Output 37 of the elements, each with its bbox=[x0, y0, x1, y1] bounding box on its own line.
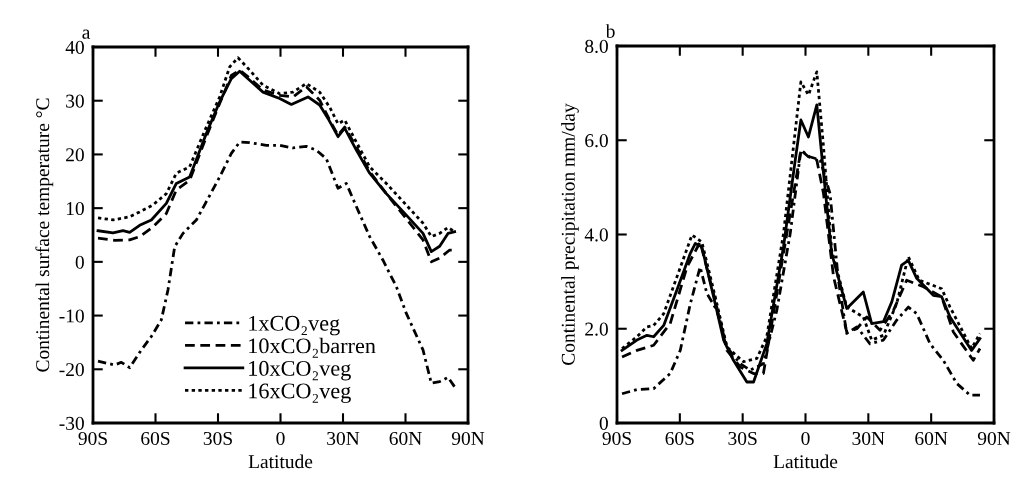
x-tick-label: 90N bbox=[977, 431, 1011, 446]
y-tick-label: 10 bbox=[66, 201, 84, 216]
x-tick-label: 30S bbox=[728, 431, 757, 446]
x-axis-title: Latitude bbox=[248, 454, 313, 469]
x-tick-label: 90N bbox=[451, 431, 485, 446]
y-tick-label: 40 bbox=[65, 40, 84, 54]
y-tick-label: 6.0 bbox=[585, 134, 608, 148]
x-tick-label: 60N bbox=[389, 431, 422, 446]
y-axis-title: Continental precipitation mm/day bbox=[561, 103, 579, 365]
y-tick-label: 30 bbox=[66, 94, 84, 108]
y-tick-label: -20 bbox=[59, 363, 84, 377]
x-tick-label: 60S bbox=[141, 431, 170, 446]
y-tick-label: 20 bbox=[66, 148, 84, 162]
y-tick-label: 0 bbox=[75, 255, 84, 269]
y-tick-label: 0 bbox=[599, 416, 608, 430]
x-tick-label: 60S bbox=[665, 431, 694, 446]
x-tick-label: 90S bbox=[78, 431, 107, 446]
y-tick-label: -10 bbox=[59, 309, 84, 323]
y-tick-label: 4.0 bbox=[584, 228, 608, 242]
chart-title: b bbox=[605, 24, 615, 38]
x-tick-label: 90S bbox=[602, 431, 631, 446]
x-tick-label: 0 bbox=[801, 431, 810, 446]
legend-label: 10xCO₂veg bbox=[249, 360, 351, 381]
x-axis-title: Latitude bbox=[773, 454, 838, 469]
y-tick-label: -30 bbox=[59, 416, 84, 430]
y-tick-label: 2.0 bbox=[585, 322, 608, 336]
legend-label: 16xCO₂veg bbox=[249, 383, 351, 403]
x-tick-label: 30N bbox=[852, 431, 885, 446]
x-tick-label: 30N bbox=[327, 431, 360, 446]
x-tick-label: 60N bbox=[915, 431, 948, 446]
x-tick-label: 30S bbox=[203, 431, 232, 446]
legend-label: 10xCO₂barren bbox=[249, 337, 376, 358]
y-axis-title: Continental surface temperature °C bbox=[35, 98, 54, 372]
y-tick-label: 8.0 bbox=[585, 39, 608, 54]
legend-label: 1xCO₂veg bbox=[249, 315, 340, 336]
x-tick-label: 0 bbox=[276, 431, 285, 446]
chart-title: a bbox=[82, 29, 91, 39]
